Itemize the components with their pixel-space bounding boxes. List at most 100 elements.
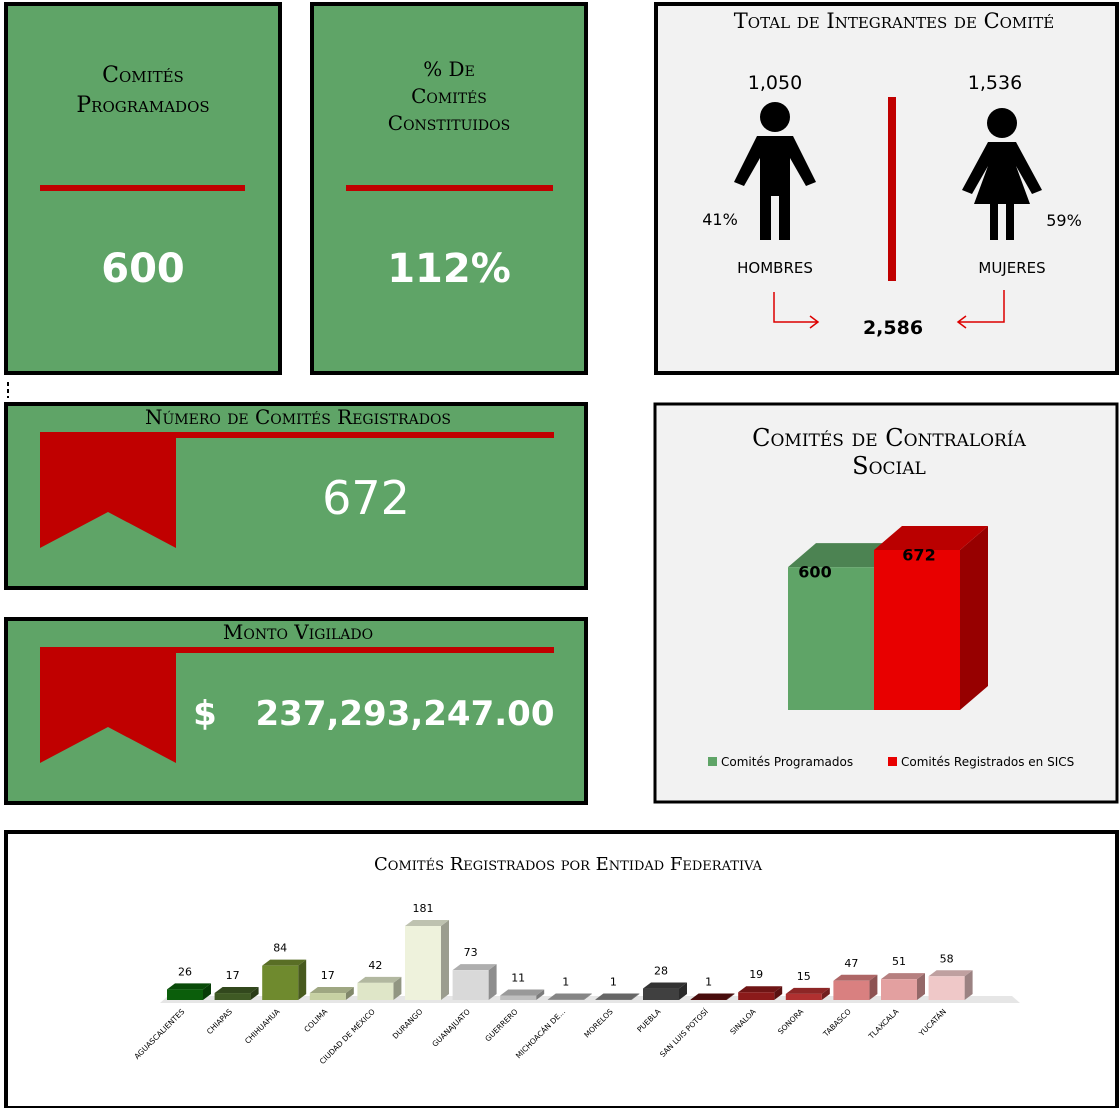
bar-top [262,959,307,966]
chart-title: Comités Registrados por Entidad Federati… [374,854,763,875]
legend-label: Comités Programados [721,755,853,769]
total: 2,586 [863,317,923,339]
women-percent: 59% [1046,211,1082,230]
chart-title: Social [852,452,926,480]
value-label: 181 [413,902,434,915]
woman-icon [962,108,1042,240]
bar-top [881,973,925,980]
value-label: 47 [844,957,858,970]
divider [40,185,245,191]
bar [785,993,822,1000]
legend-swatch [888,757,897,766]
card-value: 600 [101,246,185,292]
chart-title: Comités de Contraloría [752,424,1026,452]
currency: $ [193,694,217,734]
ribbon [40,653,176,763]
bar [309,993,346,1000]
panel [4,830,1119,1108]
bar [738,992,775,1000]
bar-side [679,982,687,1000]
bar-side [298,959,307,1000]
bar-top [690,993,735,1000]
bar-side [774,986,783,1000]
bar-top [785,987,830,994]
card-value: 237,293,247.00 [256,694,555,734]
bar-side [536,989,545,1000]
bar-side [488,964,497,1000]
men-count: 1,050 [748,72,802,94]
value-label: 1 [562,976,569,989]
value-label: 17 [321,969,335,982]
bar [214,993,251,1000]
card-title: Monto Vigilado [223,620,373,644]
card-title: Comités [102,63,184,88]
bar-side [583,993,592,1000]
bar-side [964,970,973,1000]
card-value: 112% [387,246,511,292]
value-label: 28 [654,965,668,978]
arrow [773,292,820,329]
bar-top [788,543,902,568]
divider [40,647,554,653]
value-label: 42 [368,959,382,972]
bar-top [643,982,687,989]
bar-side [726,993,735,1000]
bar [452,970,489,1000]
bar-side [441,920,449,1000]
bar-side [821,987,830,1000]
men-percent: 41% [702,210,738,229]
panel-title: Total de Integrantes de Comité [734,9,1054,33]
bar-side [345,987,354,1000]
bar [262,965,299,1000]
bar-top [214,987,259,994]
bar [874,550,960,710]
value-label: 600 [798,563,831,582]
bar [690,999,727,1000]
bar [928,976,965,1000]
women-count: 1,536 [968,72,1022,94]
bar [788,567,874,710]
card-title: Programados [76,93,209,118]
bar-side [869,974,878,1000]
legend-label: Comités Registrados en SICS [901,755,1074,769]
arrow [956,290,1005,329]
bar-top [738,986,783,993]
bar-side [631,993,640,1000]
bar-top [833,974,878,981]
bar-side [960,526,988,710]
bar-side [250,987,259,1000]
value-label: 58 [940,952,954,965]
card-value: 672 [322,471,410,525]
card-title: Constituidos [388,111,510,135]
divider [346,185,553,191]
legend-swatch [708,757,717,766]
bar-top [452,964,497,971]
bar [595,999,632,1000]
bar-side [393,976,402,1000]
value-label: 15 [797,970,811,983]
bar [643,988,679,1000]
bar-top [928,970,973,977]
bar [357,982,394,1000]
bar-side [917,973,925,1000]
bar [167,989,203,1000]
value-label: 1 [610,976,617,989]
card-title: Comités [411,84,487,108]
value-label: 17 [226,969,240,982]
bar [881,979,917,1000]
bar [500,995,537,1000]
value-label: 672 [902,546,935,565]
men-label: HOMBRES [737,259,813,277]
man-icon [734,102,816,240]
bar [405,926,441,1000]
bar-top [357,976,402,983]
value-label: 73 [464,946,478,959]
value-label: 11 [511,972,525,985]
women-label: MUJERES [978,259,1045,277]
divider [40,432,554,438]
bar-top [547,993,592,1000]
divider [888,97,896,281]
value-label: 1 [705,976,712,989]
bar [547,999,584,1000]
